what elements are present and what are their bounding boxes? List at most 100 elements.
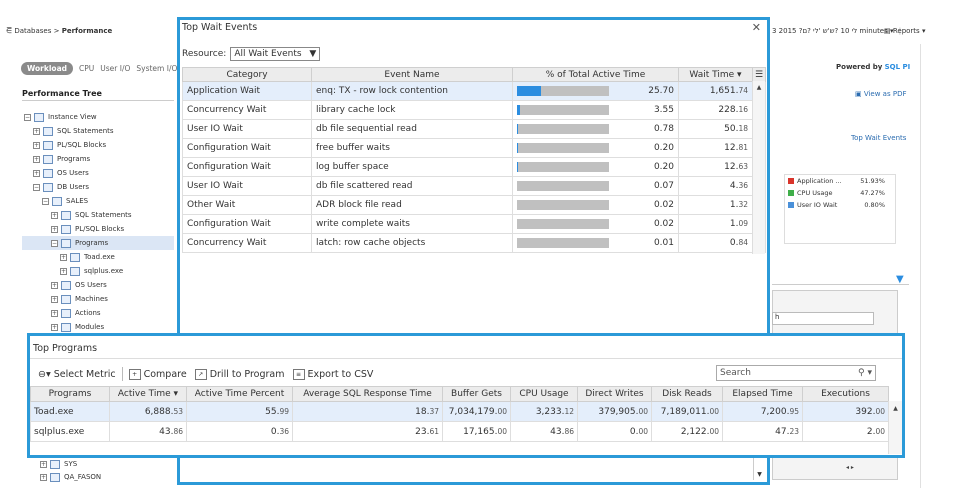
collapse-icon[interactable]: − (24, 113, 31, 121)
tree-item[interactable]: + SQL Statements (33, 126, 114, 136)
table-row[interactable]: User IO Wait db file sequential read 0.78 5… (182, 119, 766, 139)
tree-item-selected[interactable]: − Programs (22, 236, 174, 250)
reports-icon: ▤ (884, 27, 893, 35)
tree-item[interactable]: − DB Users (33, 182, 90, 192)
column-header-executions[interactable]: Executions (802, 386, 889, 402)
export-csv-button[interactable]: ≡ Export to CSV (292, 368, 373, 380)
table-row[interactable]: User IO Wait db file scattered read 0.07 4.… (182, 176, 766, 196)
column-header-programs[interactable]: Programs (30, 386, 110, 402)
drill-to-program-button[interactable]: ↗ Drill to Program (194, 368, 285, 380)
metric-cell: 0.36 (186, 421, 293, 442)
scroll-down-icon[interactable]: ▼ (757, 471, 762, 478)
top-wait-events-link[interactable]: Top Wait Events (851, 134, 907, 142)
background-search-input[interactable]: h (772, 312, 874, 325)
metric-cell: 55.99 (186, 401, 293, 422)
tree-item[interactable]: + Programs (33, 154, 91, 164)
tree-item[interactable]: + QA_FASON (40, 473, 102, 482)
tree-item[interactable]: + Machines (51, 294, 108, 304)
expand-icon[interactable]: + (51, 211, 58, 219)
table-row[interactable]: Concurrency Wait latch: row cache objects… (182, 233, 766, 253)
resource-select[interactable]: All Wait Events ▼ (230, 47, 321, 61)
collapse-icon[interactable]: − (42, 197, 49, 205)
table-row[interactable]: Configuration Wait log buffer space 0.20 12… (182, 157, 766, 177)
table-row[interactable]: Toad.exe 6,888.53 55.99 18.37 7,034,179.00 3,… (30, 401, 889, 422)
expand-icon[interactable]: + (51, 309, 58, 317)
expand-icon[interactable]: + (33, 141, 40, 149)
tree-item[interactable]: + Modules (51, 322, 105, 332)
expand-icon[interactable]: + (33, 155, 40, 163)
tree-item[interactable]: + PL/SQL Blocks (33, 140, 107, 150)
column-header-wait-time[interactable]: Wait Time ▾ (678, 67, 753, 82)
tab-workload[interactable]: Workload (21, 62, 73, 75)
legend-item[interactable]: CPU Usage 47.27% (785, 187, 895, 199)
tree-item[interactable]: − SALES (42, 196, 89, 206)
column-header-active-time[interactable]: Active Time ▾ (109, 386, 187, 402)
column-header-event-name[interactable]: Event Name (311, 67, 513, 82)
tab-cpu[interactable]: CPU (79, 64, 95, 73)
column-header-disk-reads[interactable]: Disk Reads (651, 386, 723, 402)
tree-item[interactable]: + Toad.exe (60, 252, 115, 262)
pct-cell: 0.20 (512, 138, 679, 158)
expand-icon[interactable]: + (51, 281, 58, 289)
table-row[interactable]: Application Wait enq: TX - row lock conte… (182, 81, 766, 101)
horizontal-scroll-icons[interactable]: ◂ ▸ (846, 464, 854, 471)
expand-icon[interactable]: + (51, 323, 58, 331)
compare-button[interactable]: + Compare (128, 368, 187, 380)
column-header-buffer-gets[interactable]: Buffer Gets (442, 386, 511, 402)
column-header-cpu-usage[interactable]: CPU Usage (510, 386, 578, 402)
breadcrumb-root[interactable]: Databases (14, 27, 52, 35)
expand-icon[interactable]: + (51, 225, 58, 233)
column-header-active-time-percent[interactable]: Active Time Percent (186, 386, 293, 402)
column-header-avg-sql-response[interactable]: Average SQL Response Time (292, 386, 443, 402)
legend-item[interactable]: User IO Wait 0.80% (785, 199, 895, 211)
expand-icon[interactable]: + (33, 127, 40, 135)
category-cell: Application Wait (182, 81, 312, 101)
expand-icon[interactable]: + (51, 295, 58, 303)
legend-item[interactable]: Application ... 51.93% (785, 175, 895, 187)
tree-item[interactable]: + sqlplus.exe (60, 266, 124, 276)
tree-item[interactable]: + OS Users (51, 280, 107, 290)
select-metric-button[interactable]: ⊖▾ Select Metric (38, 368, 116, 380)
column-header-direct-writes[interactable]: Direct Writes (577, 386, 652, 402)
expand-icon[interactable]: + (60, 253, 67, 261)
time-range-selector[interactable]: 3 2015 ?לי 10 ?ש'ש 'לי ?ם minutes ▾ | (772, 27, 902, 35)
tab-user-io[interactable]: User I/O (100, 64, 131, 73)
tab-system-io[interactable]: System I/O (136, 64, 178, 73)
reports-menu[interactable]: ▤ Reports ▾ (884, 27, 926, 35)
scroll-up-icon[interactable]: ▲ (756, 84, 762, 91)
table-scrollbar[interactable]: ▲ (752, 81, 765, 254)
programs-search-input[interactable]: Search ⚲ ▾ (716, 365, 876, 381)
tree-item[interactable]: + OS Users (33, 168, 89, 178)
collapse-icon[interactable]: − (33, 183, 40, 191)
pct-cell: 3.55 (512, 100, 679, 120)
page-scrollbar[interactable] (920, 44, 930, 488)
table-row[interactable]: Configuration Wait write complete waits 0.… (182, 214, 766, 234)
table-row[interactable]: Other Wait ADR block file read 0.02 1.32 (182, 195, 766, 215)
column-header-category[interactable]: Category (182, 67, 312, 82)
wait-time-cell: 50.18 (678, 119, 753, 139)
column-chooser-icon[interactable]: ☰ (752, 67, 766, 82)
column-header-pct-active-time[interactable]: % of Total Active Time (512, 67, 679, 82)
expand-icon[interactable]: + (60, 267, 67, 275)
table-row[interactable]: Configuration Wait free buffer waits 0.20 1… (182, 138, 766, 158)
scroll-up-icon[interactable]: ▲ (893, 405, 898, 412)
metric-cell: 2,122.00 (651, 421, 723, 442)
expand-icon[interactable]: + (33, 169, 40, 177)
tree-item[interactable]: + Actions (51, 308, 101, 318)
tree-item[interactable]: + SYS (40, 460, 78, 469)
tree-item[interactable]: + PL/SQL Blocks (51, 224, 125, 234)
table-row[interactable]: sqlplus.exe 43.86 0.36 23.61 17,165.00 43.86 0… (30, 421, 889, 442)
event-name-cell: log buffer space (311, 157, 513, 177)
expand-icon[interactable]: + (40, 461, 47, 468)
collapse-icon[interactable]: − (51, 239, 58, 247)
view-as-pdf-link[interactable]: ▣ View as PDF (855, 90, 907, 98)
tree-item[interactable]: + SQL Statements (51, 210, 132, 220)
collapse-arrow-icon[interactable]: ▼ (896, 274, 904, 285)
column-header-elapsed-time[interactable]: Elapsed Time (722, 386, 803, 402)
close-icon[interactable]: ✕ (751, 21, 761, 34)
table-scrollbar[interactable]: ▲ (888, 401, 902, 454)
table-row[interactable]: Concurrency Wait library cache lock 3.55 22… (182, 100, 766, 120)
search-icon[interactable]: ⚲ ▾ (858, 368, 872, 378)
tree-item[interactable]: − Instance View (24, 112, 97, 122)
expand-icon[interactable]: + (40, 474, 47, 481)
